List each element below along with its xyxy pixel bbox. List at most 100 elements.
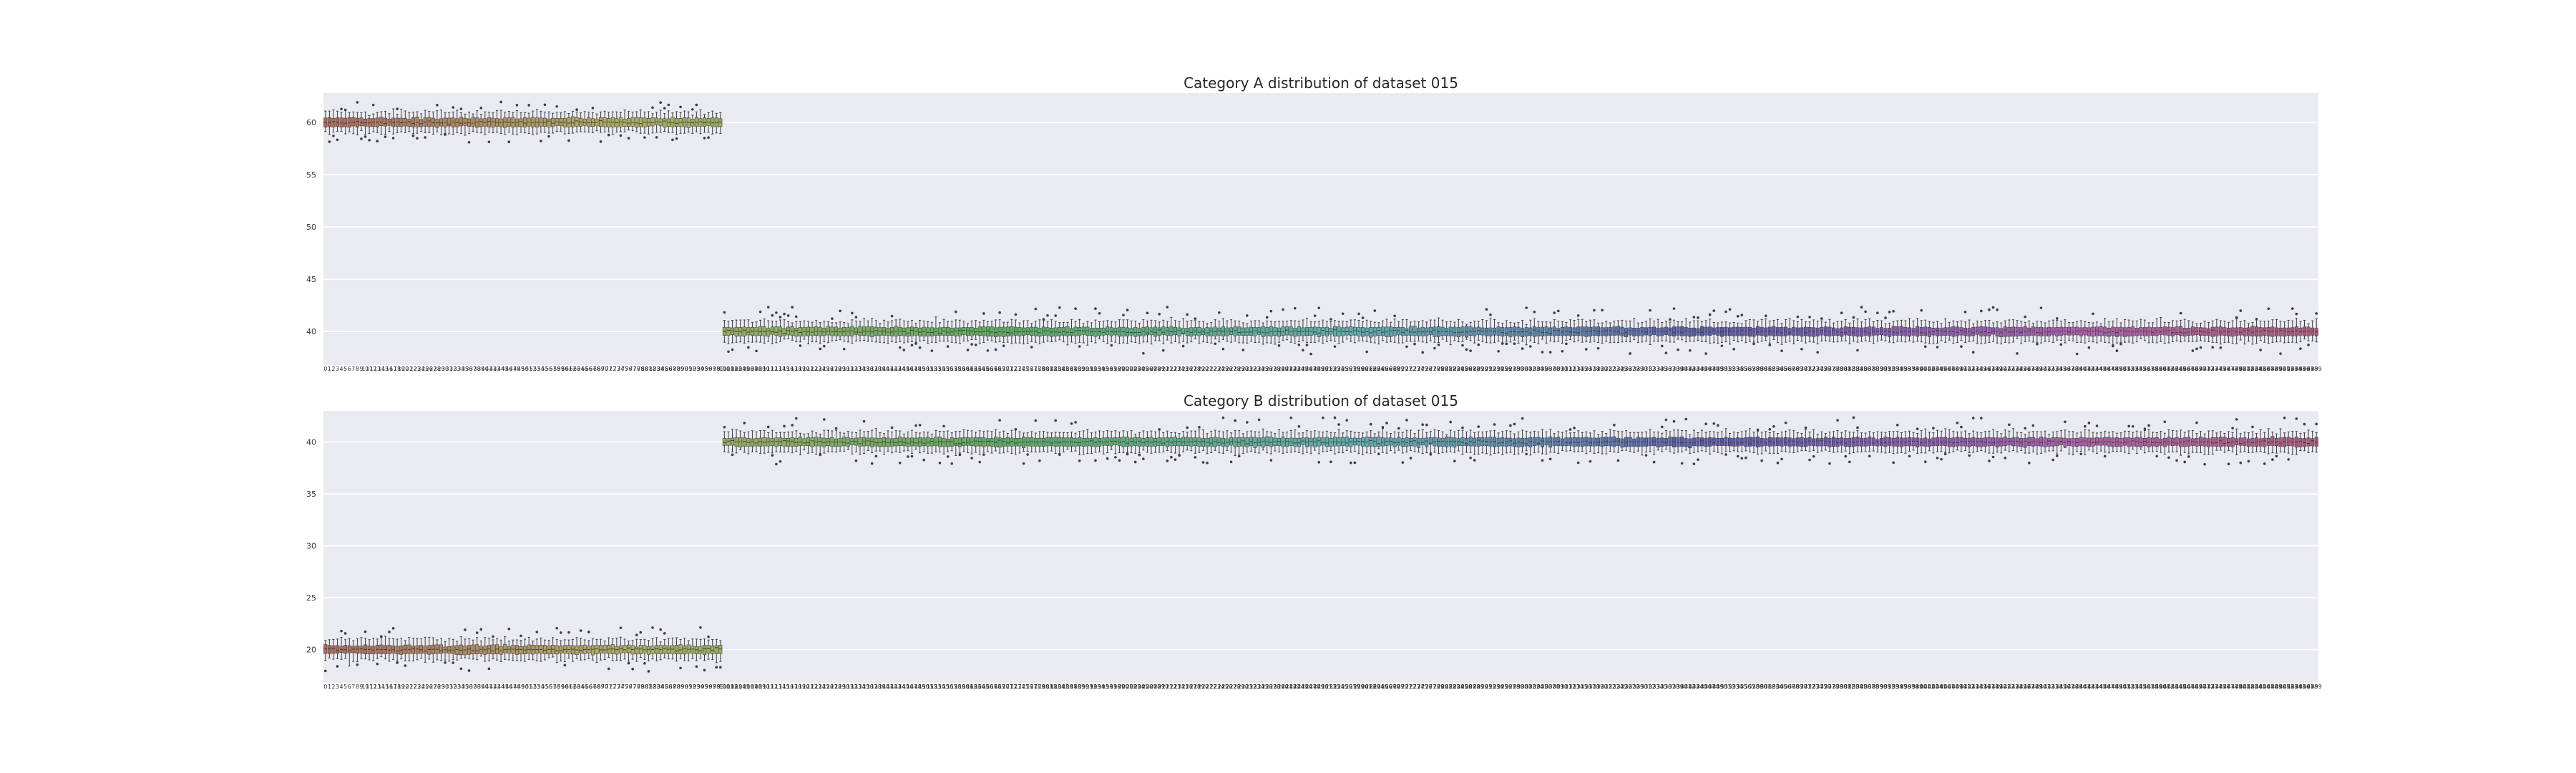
box-493 [2290,307,2295,343]
x-tick-label: 69 [597,366,604,372]
box-body [1712,327,1716,335]
x-tick-label: 88 [673,366,680,372]
box-body [1484,327,1488,336]
box-body [974,328,978,336]
box-38 [475,110,479,133]
box-294 [1496,322,1501,353]
box-325 [1620,319,1624,343]
box-147 [909,319,914,347]
box-78 [635,111,639,132]
box-body [2294,326,2298,336]
box-body [782,437,786,447]
box-body [818,437,822,447]
box-body [1165,327,1169,336]
box-body [1983,326,1987,336]
box-478 [2230,320,2235,344]
box-18 [395,107,399,133]
outlier-point [998,419,1001,422]
box-body [507,646,511,654]
box-body [874,326,878,336]
box-body [746,327,751,336]
outlier-point [444,661,447,664]
outlier-point [667,103,670,107]
box-body [1002,437,1006,447]
box-477 [2227,321,2231,343]
box-body [447,117,452,127]
box-body [714,645,718,654]
box-body [570,116,575,127]
box-body [990,438,994,447]
x-tick-label: 50 [521,366,528,372]
box-body [762,437,766,447]
x-tick-label: 102 [727,366,738,372]
box-body [1061,326,1065,336]
box-body [331,118,336,127]
x-tick-label: 207 [1146,366,1156,372]
outlier-point [1980,309,1983,313]
x-tick-label: 184 [1054,366,1065,372]
box-328 [1632,318,1636,341]
outlier-point [703,137,706,140]
outlier-point [1521,347,1524,350]
box-149 [918,319,922,349]
x-tick-label: 42 [489,366,497,372]
outlier-point [619,626,623,630]
outlier-point [870,462,874,465]
box-289 [1476,321,1480,346]
outlier-point [1808,316,1811,319]
box-body [934,437,938,447]
box-5 [343,108,348,135]
outlier-point [727,350,730,354]
box-body [1999,328,2004,338]
box-body [1428,326,1433,336]
box-body [1540,326,1544,336]
outlier-point [1269,309,1273,313]
box-330 [1640,322,1644,343]
box-456 [2142,319,2147,341]
x-tick-label: 7 [351,366,355,372]
box-body [459,117,463,127]
box-68 [595,113,599,132]
outlier-point [907,455,909,458]
box-body [1253,327,1257,336]
outlier-point [659,101,662,104]
box-body [475,117,479,128]
box-228 [1233,320,1237,342]
outlier-point [368,139,371,142]
box-body [711,117,715,127]
box-body [2179,326,2183,336]
box-body [1085,326,1090,336]
box-446 [2103,318,2107,343]
box-body [2246,327,2250,336]
outlier-point [1752,342,1755,346]
plot-area [323,411,2318,683]
box-body [399,117,404,127]
outlier-point [627,661,630,665]
x-tick-label: 142 [887,366,897,372]
outlier-point [492,635,494,638]
x-tick-label: 32 [449,366,457,372]
x-tick-label: 15 [381,366,389,372]
box-body [742,326,746,337]
box-342 [1688,321,1692,352]
box-368 [1792,320,1796,344]
box-body [790,437,794,447]
box-body [1843,326,1848,336]
box-body [1532,326,1536,337]
outlier-point [376,662,379,666]
x-tick-label: 146 [902,366,913,372]
box-body [962,437,966,447]
box-body [1616,326,1620,336]
box-451 [2123,319,2127,343]
x-tick-label: 18 [394,366,401,372]
box-401 [1923,319,1928,349]
box-body [602,645,607,653]
outlier-point [479,628,483,631]
box-body [1397,327,1401,336]
box-432 [2047,320,2051,342]
x-tick-label: 55 [541,366,548,372]
x-tick-label: 201 [1122,366,1133,372]
box-body [2083,326,2087,336]
box-body [1389,326,1393,337]
x-tick-label: 173 [1010,366,1021,372]
